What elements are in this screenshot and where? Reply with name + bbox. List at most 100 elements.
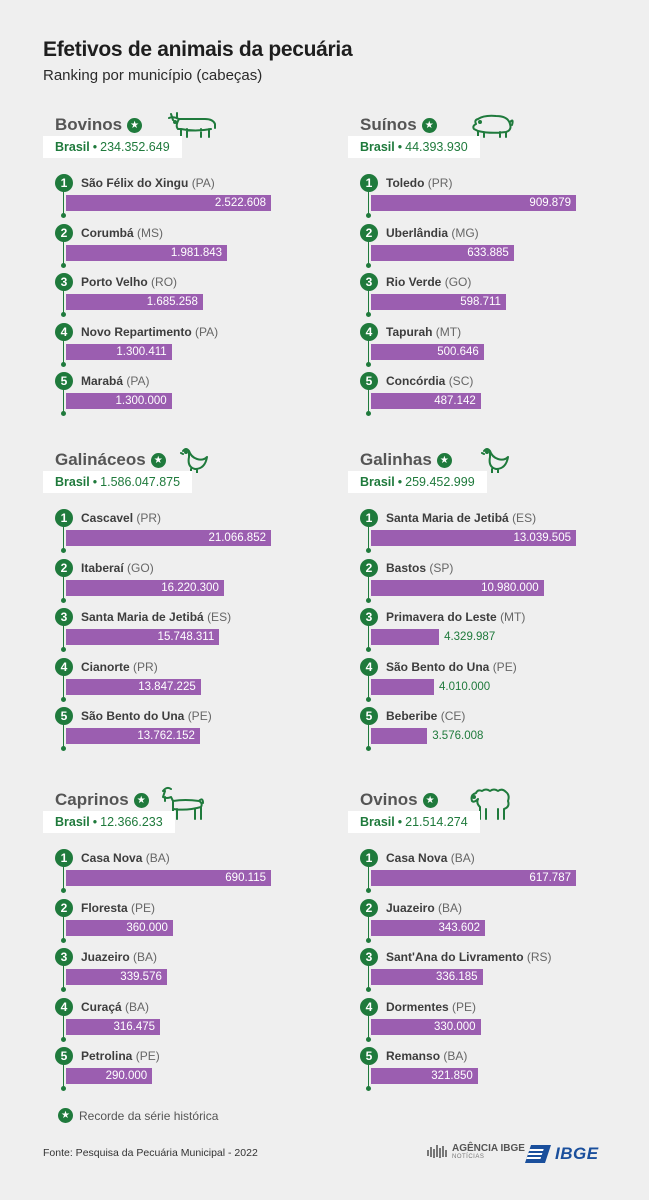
rank-dot — [366, 696, 371, 702]
agencia-logo-sub: NOTÍCIAS — [452, 1154, 485, 1160]
rank-item: 2 Floresta (PE) 360.000 — [55, 898, 355, 947]
value-bar — [371, 530, 576, 546]
rank-item: 5 Petrolina (PE) 290.000 — [55, 1047, 355, 1095]
rank-item: 3 Santa Maria de Jetibá (ES) 15.748.311 — [55, 608, 355, 656]
rank-item: 5 São Bento do Una (PE) 13.762.152 — [55, 707, 355, 755]
panel-title: Caprinos — [55, 790, 129, 809]
brasil-label: Brasil — [360, 815, 395, 829]
rank-badge: 3 — [360, 273, 378, 291]
municipality-label: Itaberaí (GO) — [81, 561, 154, 575]
rank-item: 4 Cianorte (PR) 13.847.225 — [55, 657, 355, 706]
state-label: (RO) — [151, 275, 178, 289]
state-label: (GO) — [444, 275, 472, 289]
municipality-name: Concórdia — [386, 374, 446, 388]
rank-dot — [61, 1036, 66, 1042]
value-label: 633.885 — [467, 246, 509, 259]
rank-dot — [366, 1086, 371, 1091]
value-label: 13.039.505 — [513, 532, 571, 544]
municipality-name: Remanso — [386, 1049, 441, 1063]
rank-connector — [63, 624, 64, 649]
state-label: (PA) — [126, 374, 150, 388]
rank-dot — [61, 937, 66, 943]
municipality-name: Sant'Ana do Livramento — [386, 950, 524, 964]
rank-badge: 4 — [360, 997, 378, 1016]
rank-connector — [368, 1063, 369, 1088]
rank-connector — [63, 914, 64, 940]
rank-dot — [61, 597, 66, 603]
rank-badge: 4 — [360, 657, 378, 676]
pig-icon — [472, 114, 514, 138]
value-bar — [66, 393, 172, 409]
rank-dot — [61, 361, 66, 367]
value-label: 15.748.311 — [157, 631, 215, 643]
rank-badge: 2 — [55, 898, 73, 917]
rank-dot — [366, 746, 371, 751]
rank-badge: 3 — [55, 608, 73, 626]
value-bar — [66, 294, 203, 310]
rank-connector — [63, 865, 64, 890]
state-label: (PR) — [427, 176, 453, 190]
rank-badge: 1 — [360, 174, 378, 192]
value-label: 487.142 — [434, 395, 476, 407]
value-label: 10.980.000 — [481, 581, 539, 594]
star-icon: ★ — [127, 117, 143, 133]
rank-badge: 2 — [360, 898, 378, 917]
rank-connector — [368, 574, 369, 600]
municipality-name: Dormentes — [386, 999, 449, 1014]
separator-dot: • — [397, 140, 403, 154]
rank-item: 3 Juazeiro (BA) 339.576 — [55, 948, 355, 996]
municipality-label: São Bento do Una (PE) — [81, 709, 212, 723]
state-label: (GO) — [127, 560, 154, 575]
state-label: (PE) — [492, 659, 517, 674]
municipality-label: Tapurah (MT) — [386, 325, 461, 339]
value-bar — [371, 678, 434, 695]
rank-connector — [63, 239, 64, 265]
rank-dot — [366, 548, 371, 553]
value-bar — [66, 728, 200, 744]
rank-dot — [61, 411, 66, 416]
rank-connector — [63, 574, 64, 600]
rank-connector — [63, 190, 64, 215]
chart-panel-5: Caprinos ★ Brasil • 12.366.233 1 Casa Nova (BA… — [43, 785, 355, 1115]
brasil-total: Brasil • 259.452.999 — [348, 471, 487, 493]
state-label: (PE) — [135, 1049, 160, 1063]
rank-badge: 1 — [55, 509, 73, 527]
rank-badge: 1 — [55, 849, 73, 867]
rank-connector — [368, 914, 369, 940]
rank-item: 3 Porto Velho (RO) 1.685.258 — [55, 273, 355, 321]
rank-badge: 5 — [360, 707, 378, 725]
rank-badge: 5 — [55, 707, 73, 725]
brasil-value: 234.352.649 — [100, 140, 170, 154]
value-bar — [371, 728, 428, 744]
municipality-name: Juazeiro — [386, 900, 435, 915]
municipality-label: Floresta (PE) — [81, 901, 155, 915]
separator-dot: • — [92, 140, 98, 154]
value-label: 360.000 — [126, 921, 168, 934]
value-bar — [371, 1018, 481, 1035]
municipality-label: Casa Nova (BA) — [386, 851, 475, 865]
rank-badge: 2 — [360, 223, 378, 242]
value-bar — [66, 195, 271, 211]
value-label: 2.522.608 — [214, 197, 266, 209]
rank-item: 5 Concórdia (SC) 487.142 — [360, 372, 649, 420]
rank-connector — [368, 239, 369, 265]
rank-dot — [366, 213, 371, 218]
municipality-name: Rio Verde — [386, 275, 442, 289]
value-bar — [66, 678, 201, 695]
star-icon: ★ — [133, 792, 149, 808]
rank-badge: 1 — [360, 849, 378, 867]
star-icon: ★ — [58, 1108, 73, 1123]
rank-badge: 5 — [55, 372, 73, 390]
panel-header: Galináceos ★ — [55, 445, 166, 475]
municipality-label: Marabá (PA) — [81, 374, 149, 388]
municipality-label: Corumbá (MS) — [81, 226, 163, 240]
municipality-name: São Félix do Xingu — [81, 176, 189, 190]
value-bar — [371, 195, 576, 211]
chart-panel-3: Galináceos ★ Brasil • 1.586.047.875 1 Cascavel… — [43, 445, 355, 775]
rank-dot — [366, 361, 371, 367]
rank-badge: 5 — [360, 1047, 378, 1065]
rank-item: 2 Uberlândia (MG) 633.885 — [360, 223, 649, 272]
rank-badge: 4 — [55, 657, 73, 676]
municipality-name: Toledo — [386, 176, 425, 190]
municipality-name: Curaçá — [81, 999, 122, 1014]
